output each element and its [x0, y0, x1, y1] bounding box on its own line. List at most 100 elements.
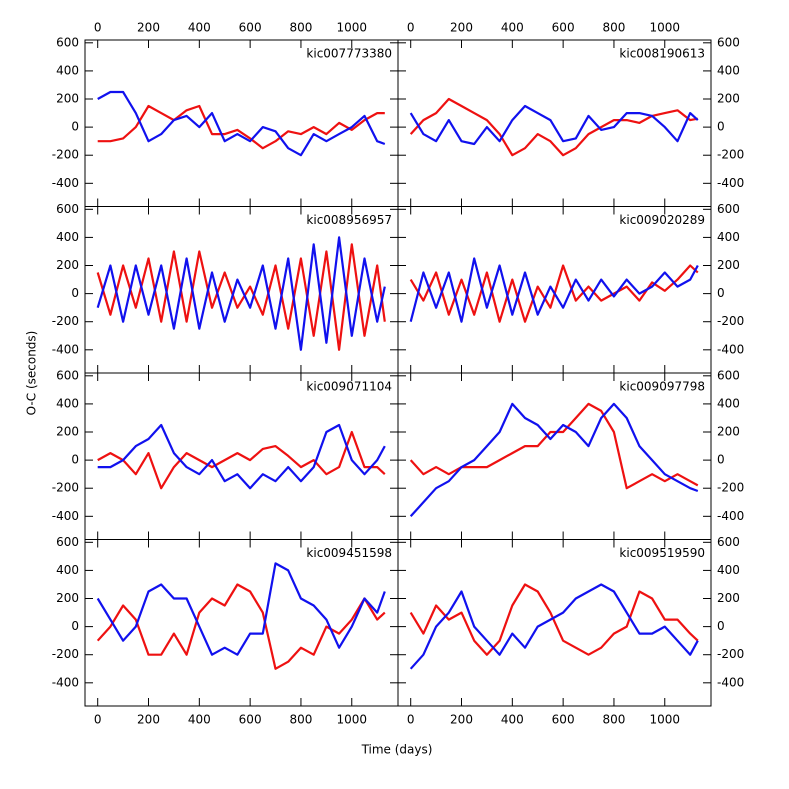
y-tick-label: 600: [717, 535, 740, 549]
y-tick-label: 0: [71, 453, 79, 467]
x-tick-label: 800: [289, 21, 312, 35]
panel-title: kic009097798: [619, 380, 705, 394]
y-tick-label: 400: [717, 396, 740, 410]
series-line: [97, 90, 386, 157]
x-tick-label: 800: [602, 713, 625, 727]
y-tick-label: 400: [56, 396, 79, 410]
panel-title: kic007773380: [306, 47, 392, 61]
x-tick-label: 600: [552, 21, 575, 35]
series-line: [409, 583, 699, 656]
y-tick-label: 600: [56, 368, 79, 382]
y-tick-label: 400: [56, 230, 79, 244]
x-tick-label: 1000: [336, 713, 367, 727]
x-tick-label: 400: [501, 713, 524, 727]
panel-frame: [84, 39, 399, 207]
y-tick-label: 0: [717, 120, 725, 134]
y-tick-label: 200: [717, 425, 740, 439]
x-tick-label: 0: [94, 713, 102, 727]
panel-frame: [397, 39, 712, 207]
panel-frame: [84, 539, 399, 707]
y-tick-label: 600: [717, 202, 740, 216]
y-tick-label: 0: [71, 286, 79, 300]
x-tick-label: 800: [289, 713, 312, 727]
y-tick-label: -200: [52, 148, 79, 162]
y-tick-label: -400: [717, 176, 744, 190]
y-tick-label: -400: [717, 509, 744, 523]
x-tick-label: 1000: [649, 713, 680, 727]
series-line: [96, 562, 386, 656]
y-tick-label: -400: [52, 342, 79, 356]
y-axis-label: O-C (seconds): [25, 331, 39, 416]
y-tick-label: 0: [71, 120, 79, 134]
y-tick-label: -200: [717, 647, 744, 661]
series-line: [409, 257, 699, 323]
y-tick-label: 200: [56, 258, 79, 272]
series-line: [96, 583, 386, 670]
x-tick-label: 400: [501, 21, 524, 35]
y-tick-label: -200: [52, 481, 79, 495]
panel-title: kic008190613: [619, 47, 705, 61]
panel-title: kic009020289: [619, 213, 705, 227]
x-tick-label: 400: [188, 21, 211, 35]
panel-frame: [397, 539, 712, 707]
y-tick-label: -400: [52, 509, 79, 523]
x-tick-label: 200: [450, 713, 473, 727]
y-tick-label: 0: [717, 453, 725, 467]
y-tick-label: 0: [717, 619, 725, 633]
y-tick-label: 0: [717, 286, 725, 300]
series-line: [97, 430, 386, 490]
panel-title: kic009071104: [306, 380, 392, 394]
y-tick-label: -400: [717, 342, 744, 356]
y-tick-label: 600: [56, 535, 79, 549]
y-tick-label: 400: [56, 63, 79, 77]
y-tick-label: 400: [717, 63, 740, 77]
y-tick-label: 200: [717, 92, 740, 106]
y-tick-label: -200: [52, 647, 79, 661]
y-tick-label: -200: [52, 314, 79, 328]
series-line: [97, 423, 386, 490]
y-tick-label: 200: [56, 92, 79, 106]
y-tick-label: -200: [717, 314, 744, 328]
x-tick-label: 800: [602, 21, 625, 35]
x-tick-label: 200: [137, 713, 160, 727]
x-tick-label: 600: [239, 21, 262, 35]
x-tick-label: 200: [137, 21, 160, 35]
y-tick-label: 200: [717, 258, 740, 272]
y-tick-label: -400: [717, 675, 744, 689]
y-tick-label: -400: [52, 675, 79, 689]
panel-title: kic009519590: [619, 546, 705, 560]
y-tick-label: 600: [56, 202, 79, 216]
x-tick-label: 0: [407, 21, 415, 35]
y-tick-label: 200: [56, 425, 79, 439]
panel-title: kic009451598: [306, 546, 392, 560]
y-tick-label: 600: [56, 35, 79, 49]
x-tick-label: 600: [239, 713, 262, 727]
series-line: [409, 104, 699, 146]
x-tick-label: 1000: [336, 21, 367, 35]
x-tick-label: 400: [188, 713, 211, 727]
panel-title: kic008956957: [306, 213, 392, 227]
y-tick-label: 400: [717, 563, 740, 577]
x-tick-label: 1000: [649, 21, 680, 35]
y-tick-label: 400: [56, 563, 79, 577]
series-line: [97, 104, 385, 150]
panel-frame: [397, 372, 712, 540]
series-line: [96, 243, 386, 351]
y-tick-label: 0: [71, 619, 79, 633]
y-tick-label: 200: [56, 591, 79, 605]
y-tick-label: 600: [717, 35, 740, 49]
y-tick-label: 200: [717, 591, 740, 605]
x-axis-label: Time (days): [361, 743, 433, 757]
series-line: [409, 583, 699, 670]
series-line: [409, 402, 699, 518]
x-tick-label: 600: [552, 713, 575, 727]
x-tick-label: 200: [450, 21, 473, 35]
y-tick-label: 400: [717, 230, 740, 244]
y-tick-label: -200: [717, 148, 744, 162]
series-line: [409, 97, 698, 157]
x-tick-label: 0: [407, 713, 415, 727]
x-tick-label: 0: [94, 21, 102, 35]
y-tick-label: 600: [717, 368, 740, 382]
y-tick-label: -400: [52, 176, 79, 190]
